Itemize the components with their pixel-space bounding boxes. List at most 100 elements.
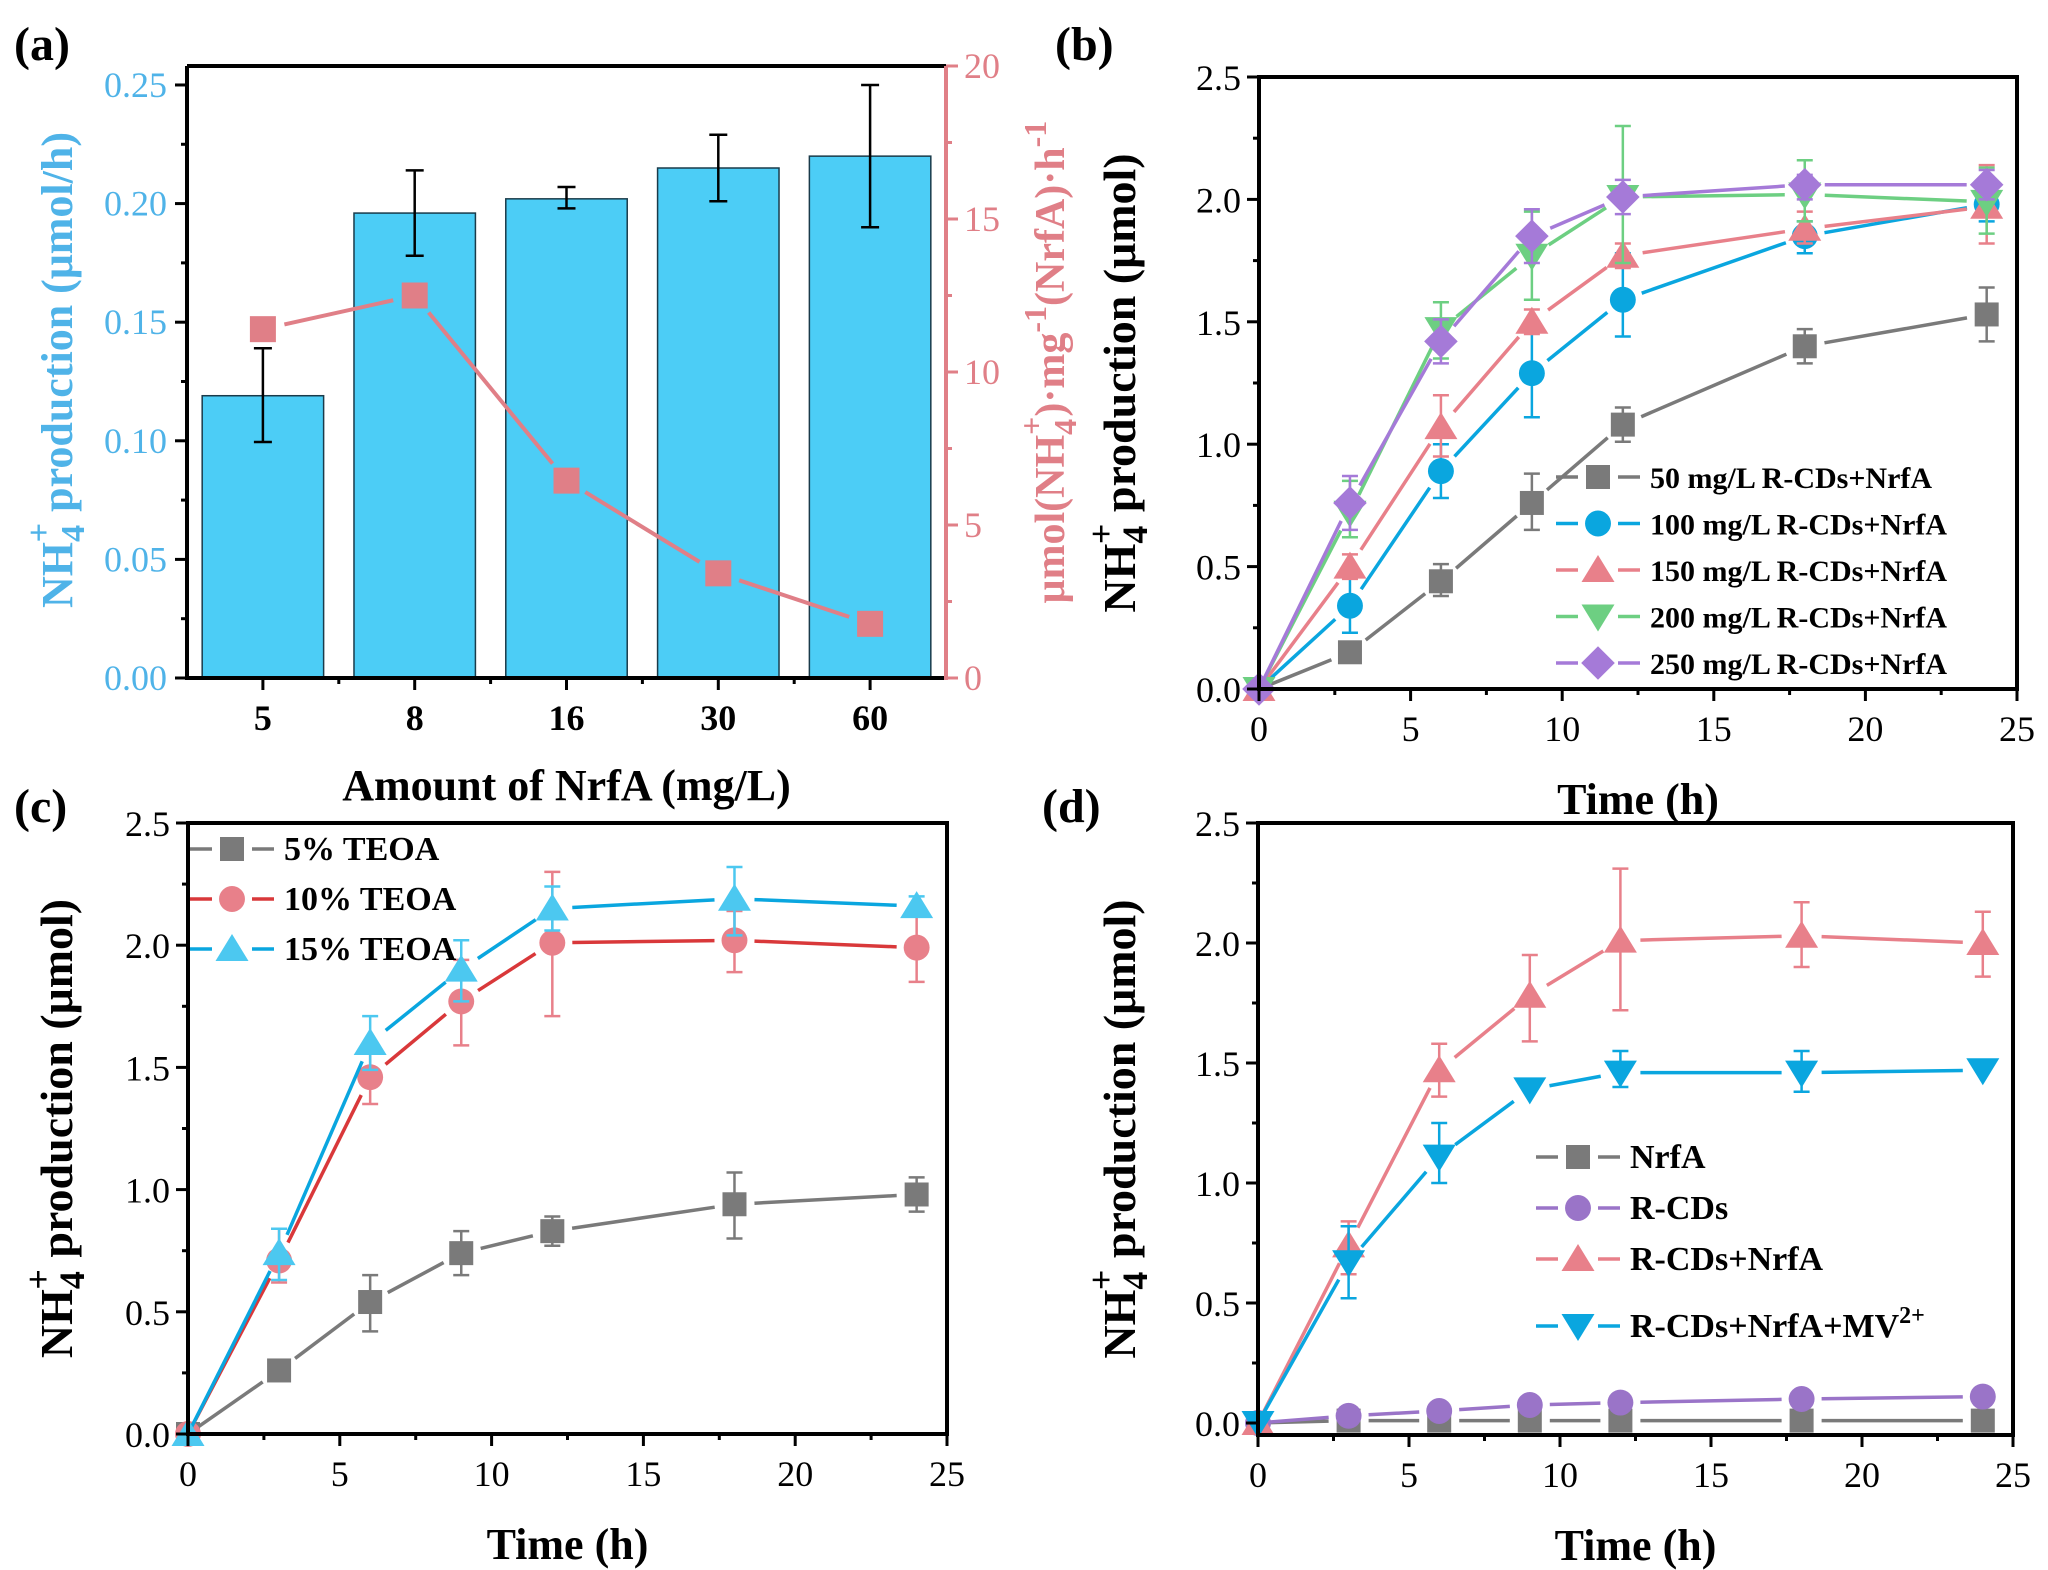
specific-activity-line bbox=[427, 311, 555, 465]
y2label-subscript: 4 bbox=[1047, 419, 1083, 435]
series-line bbox=[1824, 316, 1968, 345]
legend-marker bbox=[215, 934, 249, 961]
data-point bbox=[262, 1238, 296, 1266]
data-point bbox=[1337, 640, 1362, 665]
legend-marker bbox=[219, 886, 245, 912]
series-line bbox=[1549, 1074, 1602, 1088]
y2-tick-label: 0 bbox=[964, 658, 982, 698]
legend: 5% TEOA 10% TEOA 15% TEOA bbox=[190, 831, 457, 968]
y-tick-label: 1.5 bbox=[125, 1048, 170, 1088]
y2-tick-label: 5 bbox=[964, 505, 982, 545]
y-tick-label: 2.5 bbox=[1195, 804, 1240, 844]
series-line bbox=[294, 1312, 356, 1360]
x-tick-label: 20 bbox=[1847, 709, 1883, 749]
data-point bbox=[1788, 1386, 1815, 1412]
y-tick-label: 1.5 bbox=[1196, 303, 1241, 343]
x-axis-title: Time (h) bbox=[1557, 775, 1719, 824]
legend-marker bbox=[1565, 1195, 1591, 1221]
data-point bbox=[1515, 219, 1549, 253]
data-point bbox=[1513, 980, 1547, 1008]
data-point bbox=[1516, 1392, 1543, 1418]
series-line bbox=[384, 1012, 447, 1066]
y2label-superscript: + bbox=[1013, 417, 1049, 435]
ylabel-rest: production (μmol) bbox=[31, 899, 82, 1269]
data-point bbox=[1609, 286, 1636, 313]
data-point bbox=[1789, 1408, 1814, 1433]
y-tick-label: 1.0 bbox=[1195, 1164, 1240, 1204]
legend-label: 200 mg/L R-CDs+NrfA bbox=[1650, 602, 1947, 635]
y2label-part: )·mg bbox=[1028, 333, 1074, 417]
data-point bbox=[1515, 306, 1549, 334]
y2-tick-label: 20 bbox=[964, 46, 1000, 86]
series-line bbox=[572, 938, 715, 945]
y2-tick-label: 10 bbox=[964, 352, 1000, 392]
legend-label: 250 mg/L R-CDs+NrfA bbox=[1650, 648, 1947, 681]
legend-marker bbox=[1561, 1314, 1595, 1341]
y-tick-label: 2.0 bbox=[1196, 180, 1241, 220]
data-point bbox=[1970, 189, 2004, 217]
data-point bbox=[1335, 1402, 1362, 1429]
legend-item: R-CDs+NrfA+MV2+ bbox=[1536, 1303, 1925, 1345]
legend-marker bbox=[220, 837, 244, 861]
specific-activity-point bbox=[705, 560, 732, 587]
data-point bbox=[722, 1192, 747, 1217]
x-axis-title: Time (h) bbox=[1555, 1521, 1717, 1570]
ylabel-superscript: + bbox=[1081, 524, 1121, 544]
x-tick-label: 10 bbox=[1544, 709, 1580, 749]
series-line bbox=[754, 939, 897, 949]
bar bbox=[505, 198, 628, 679]
data-point bbox=[900, 891, 934, 919]
y-axis-title-left: NH4+ production (μmol/h) bbox=[20, 132, 92, 608]
ylabel-superscript: + bbox=[20, 523, 58, 543]
data-point bbox=[1969, 1383, 1996, 1410]
series-line bbox=[1547, 266, 1608, 312]
panel-label-b: (b) bbox=[1055, 18, 1114, 71]
series-line bbox=[1547, 206, 1607, 247]
data-point bbox=[717, 883, 751, 911]
series-line bbox=[1358, 357, 1433, 487]
series-line bbox=[1454, 514, 1518, 570]
y-tick-label: 0.5 bbox=[1196, 548, 1241, 588]
series-line bbox=[1453, 386, 1520, 458]
plot-frame bbox=[1257, 75, 2019, 691]
legend-label: R-CDs+NrfA bbox=[1630, 1241, 1824, 1278]
legend-item: 5% TEOA bbox=[190, 831, 440, 868]
series-line bbox=[571, 1205, 715, 1230]
ylabel-subscript: 4 bbox=[52, 1271, 92, 1289]
specific-activity-point bbox=[249, 316, 276, 343]
series-line bbox=[1360, 1170, 1428, 1249]
legend-marker bbox=[1581, 646, 1615, 680]
y-tick-label: 2.0 bbox=[125, 926, 170, 966]
data-point bbox=[1424, 412, 1458, 440]
data-point bbox=[1337, 592, 1363, 619]
y-axis-title-right: μmol(NH4+)·mg-1(NrfA)·h-1 bbox=[1013, 121, 1083, 604]
data-point bbox=[1785, 1060, 1819, 1088]
legend-item: 50 mg/L R-CDs+NrfA bbox=[1556, 462, 1932, 495]
specific-activity-point bbox=[401, 282, 428, 309]
ylabel-subscript: 4 bbox=[1115, 526, 1155, 544]
x-tick-label: 20 bbox=[1844, 1455, 1880, 1495]
legend: 50 mg/L R-CDs+NrfA 100 mg/L R-CDs+NrfA 150… bbox=[1556, 462, 1947, 681]
x-tick-label: 10 bbox=[1542, 1455, 1578, 1495]
data-point bbox=[904, 1182, 929, 1207]
x-tick-label: 0 bbox=[1250, 709, 1268, 749]
x-tick-label: 25 bbox=[1999, 709, 2035, 749]
data-point bbox=[1332, 1250, 1366, 1278]
series-line bbox=[190, 1380, 264, 1434]
data-point bbox=[539, 929, 566, 956]
series-line bbox=[1455, 266, 1518, 318]
legend-marker bbox=[1586, 465, 1610, 489]
data-point bbox=[1518, 360, 1545, 387]
series-line bbox=[1459, 1404, 1510, 1412]
x-tick-label: 5 bbox=[1400, 1455, 1418, 1495]
specific-activity-line bbox=[584, 490, 701, 564]
data-point bbox=[540, 1219, 565, 1244]
x-tick-label: 8 bbox=[406, 698, 424, 738]
data-point bbox=[1974, 302, 1999, 327]
series-line bbox=[1642, 193, 1785, 199]
y-tick-label: 2.5 bbox=[1196, 58, 1241, 98]
x-tick-label: 25 bbox=[1995, 1455, 2031, 1495]
data-point bbox=[1428, 569, 1453, 594]
x-tick-label: 15 bbox=[1696, 709, 1732, 749]
series-line bbox=[1258, 1278, 1341, 1421]
